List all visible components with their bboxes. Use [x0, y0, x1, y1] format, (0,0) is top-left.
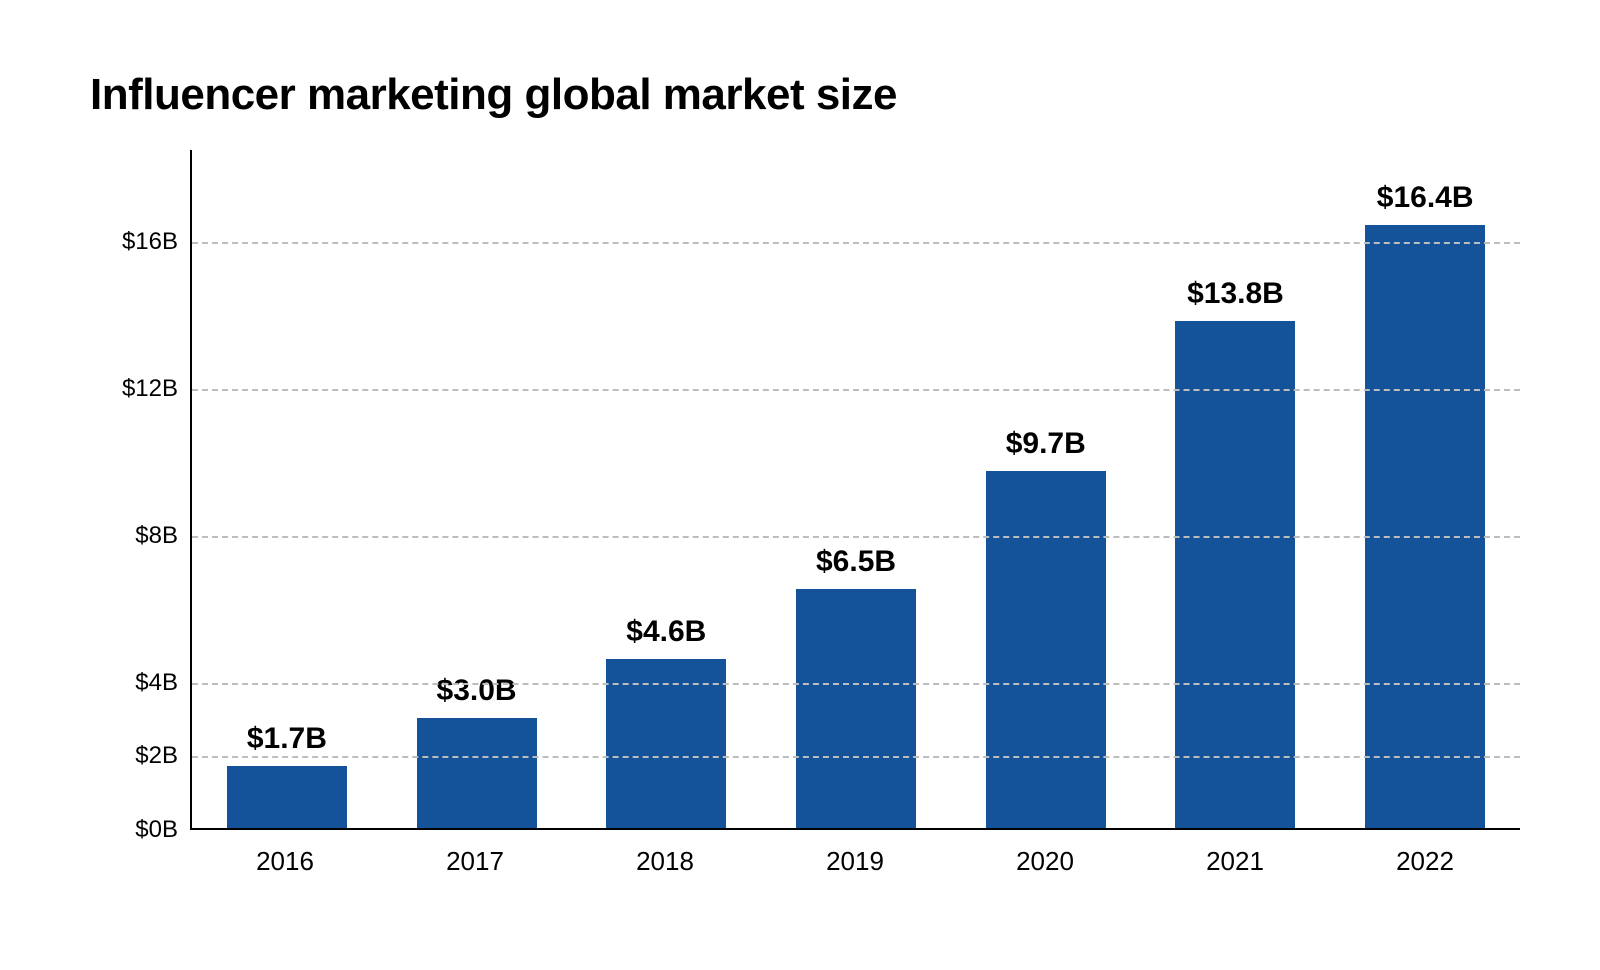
bar-value-label: $3.0B [437, 674, 517, 708]
bar [986, 471, 1106, 828]
y-tick-label: $0B [135, 816, 192, 844]
gridline [192, 389, 1520, 391]
x-tick-label: 2022 [1330, 830, 1520, 877]
bar-value-label: $1.7B [247, 722, 327, 756]
chart-area: $1.7B$3.0B$4.6B$6.5B$9.7B$13.8B$16.4B $0… [190, 150, 1510, 877]
plot-region: $1.7B$3.0B$4.6B$6.5B$9.7B$13.8B$16.4B $0… [190, 150, 1520, 830]
bars-container: $1.7B $3.0B $4.6B $6.5B $9.7B $13.8B $16.4B [192, 150, 1520, 828]
gridline [192, 536, 1520, 538]
bar-slot: $1.7B [192, 150, 382, 828]
bar-slot: $3.0B [382, 150, 572, 828]
bar-slot: $9.7B [951, 150, 1141, 828]
bar-slot: $6.5B [761, 150, 951, 828]
bar-value-label: $9.7B [1006, 427, 1086, 461]
bar-value-label: $6.5B [816, 545, 896, 579]
gridline [192, 242, 1520, 244]
bar [1175, 321, 1295, 828]
bar-slot: $13.8B [1141, 150, 1331, 828]
x-tick-label: 2019 [760, 830, 950, 877]
bar-value-label: $4.6B [626, 615, 706, 649]
x-tick-label: 2016 [190, 830, 380, 877]
x-tick-label: 2020 [950, 830, 1140, 877]
chart-title: Influencer marketing global market size [90, 70, 1510, 120]
bar [417, 718, 537, 828]
bar-slot: $4.6B [571, 150, 761, 828]
bar-value-label: $13.8B [1187, 277, 1284, 311]
x-tick-label: 2018 [570, 830, 760, 877]
bar [796, 589, 916, 828]
y-tick-label: $16B [122, 228, 192, 256]
bar [1365, 225, 1485, 828]
bar-value-label: $16.4B [1377, 181, 1474, 215]
y-tick-label: $4B [135, 669, 192, 697]
x-tick-label: 2017 [380, 830, 570, 877]
page: Influencer marketing global market size … [0, 0, 1600, 970]
gridline [192, 756, 1520, 758]
y-tick-label: $8B [135, 522, 192, 550]
y-tick-label: $12B [122, 375, 192, 403]
y-tick-label: $2B [135, 742, 192, 770]
bar [227, 766, 347, 828]
x-axis-labels: 2016201720182019202020212022 [190, 830, 1520, 877]
gridline [192, 683, 1520, 685]
x-tick-label: 2021 [1140, 830, 1330, 877]
bar-slot: $16.4B [1330, 150, 1520, 828]
